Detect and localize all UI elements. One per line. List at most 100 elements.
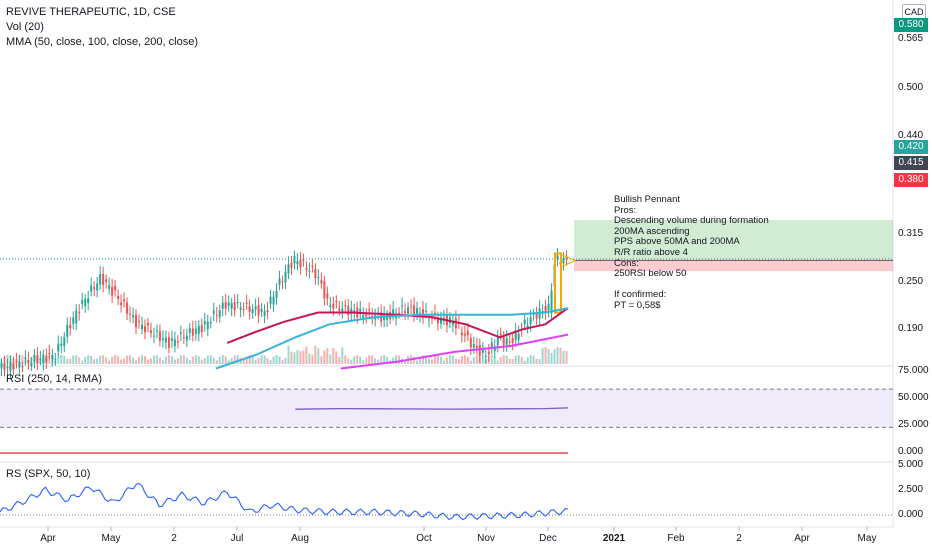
rsi-line xyxy=(295,407,569,410)
volume-bar xyxy=(93,359,96,364)
x-tick-label: 2 xyxy=(736,533,742,544)
volume-bar xyxy=(209,355,212,364)
volume-bar xyxy=(329,354,332,364)
symbol-legend[interactable]: REVIVE THERAPEUTIC, 1D, CSE xyxy=(6,6,176,18)
candle-body xyxy=(242,309,245,311)
candle-body xyxy=(206,321,209,330)
candle-body xyxy=(39,358,42,360)
candle-body xyxy=(341,308,344,312)
candle-body xyxy=(203,321,206,325)
candle-body xyxy=(126,302,129,314)
candle-body xyxy=(404,310,407,314)
candle-body xyxy=(96,283,99,291)
candle-body xyxy=(78,312,81,314)
candle-body xyxy=(430,317,433,319)
volume-bar xyxy=(12,358,15,364)
x-tick-label: Apr xyxy=(40,533,56,544)
candle-body xyxy=(469,338,472,348)
candle-body xyxy=(407,307,410,314)
candle-body xyxy=(123,299,126,302)
volume-bar xyxy=(135,360,138,364)
x-tick-label: 2 xyxy=(171,533,177,544)
ma-200-line xyxy=(340,333,569,370)
volume-bar xyxy=(0,361,3,364)
candle-body xyxy=(275,290,278,298)
candle-body xyxy=(487,351,490,355)
volume-bar xyxy=(326,348,329,364)
volume-bar xyxy=(365,357,368,364)
candle-body xyxy=(281,281,284,283)
analysis-note[interactable]: Bullish Pennant Pros: Descending volume … xyxy=(614,194,769,311)
candle-body xyxy=(493,346,496,352)
volume-bar xyxy=(490,355,493,364)
volume-bar xyxy=(454,358,457,364)
candle-body xyxy=(24,357,27,359)
candle-body xyxy=(365,313,368,317)
candle-body xyxy=(239,307,242,310)
candle-body xyxy=(257,305,260,316)
volume-bar xyxy=(502,355,505,364)
y-tick-label: 0.190 xyxy=(898,323,924,334)
candle-body xyxy=(81,300,84,304)
candle-body xyxy=(263,311,266,317)
volume-bar xyxy=(260,355,263,364)
volume-bar xyxy=(99,355,102,364)
rsi-legend[interactable]: RSI (250, 14, RMA) xyxy=(6,373,102,385)
candle-body xyxy=(272,296,275,305)
candle-body xyxy=(347,305,350,315)
candle-body xyxy=(200,325,203,333)
volume-bar xyxy=(505,355,508,364)
candle-body xyxy=(496,337,499,346)
x-tick-label: Oct xyxy=(416,533,432,544)
candle-body xyxy=(323,281,326,299)
candle-body xyxy=(152,335,155,337)
volume-bar xyxy=(224,356,227,364)
candle-body xyxy=(138,320,141,322)
candle-body xyxy=(475,345,478,349)
rs-legend[interactable]: RS (SPX, 50, 10) xyxy=(6,468,91,480)
volume-bar xyxy=(170,356,173,364)
volume-bar xyxy=(374,358,377,364)
volume-bar xyxy=(191,356,194,364)
candle-body xyxy=(526,325,529,328)
candle-body xyxy=(278,278,281,285)
x-tick-label: Dec xyxy=(539,533,557,544)
volume-bar xyxy=(18,355,21,364)
rsi-tick-label: 50.000 xyxy=(898,392,929,403)
mma-legend[interactable]: MMA (50, close, 100, close, 200, close) xyxy=(6,36,198,48)
candle-body xyxy=(21,366,24,368)
volume-bar xyxy=(126,355,129,364)
volume-bar xyxy=(523,360,526,364)
volume-legend[interactable]: Vol (20) xyxy=(6,21,44,33)
volume-bar xyxy=(236,355,239,364)
volume-bar xyxy=(404,359,407,364)
candle-body xyxy=(490,342,493,349)
candle-body xyxy=(439,317,442,324)
candle-body xyxy=(42,354,45,364)
candle-body xyxy=(502,337,505,345)
x-tick-label: May xyxy=(857,533,877,544)
candle-body xyxy=(191,328,194,336)
y-tick-label: 0.315 xyxy=(898,228,924,239)
candle-body xyxy=(517,333,520,340)
volume-bar xyxy=(398,355,401,364)
x-tick-label: Aug xyxy=(291,533,309,544)
candle-body xyxy=(326,293,329,299)
volume-bar xyxy=(532,355,535,364)
volume-bar xyxy=(460,355,463,364)
candle-body xyxy=(33,355,36,362)
volume-bar xyxy=(194,355,197,364)
volume-bar xyxy=(323,350,326,364)
candle-body xyxy=(164,337,167,343)
volume-bar xyxy=(562,350,565,364)
volume-bar xyxy=(158,357,161,364)
candle-body xyxy=(362,314,365,319)
target-price-label: 0.580 xyxy=(894,18,928,32)
candle-body xyxy=(293,256,296,264)
volume-bar xyxy=(45,355,48,364)
candle-body xyxy=(176,341,179,343)
candle-body xyxy=(284,271,287,283)
volume-bar xyxy=(57,356,60,364)
volume-bar xyxy=(141,355,143,364)
